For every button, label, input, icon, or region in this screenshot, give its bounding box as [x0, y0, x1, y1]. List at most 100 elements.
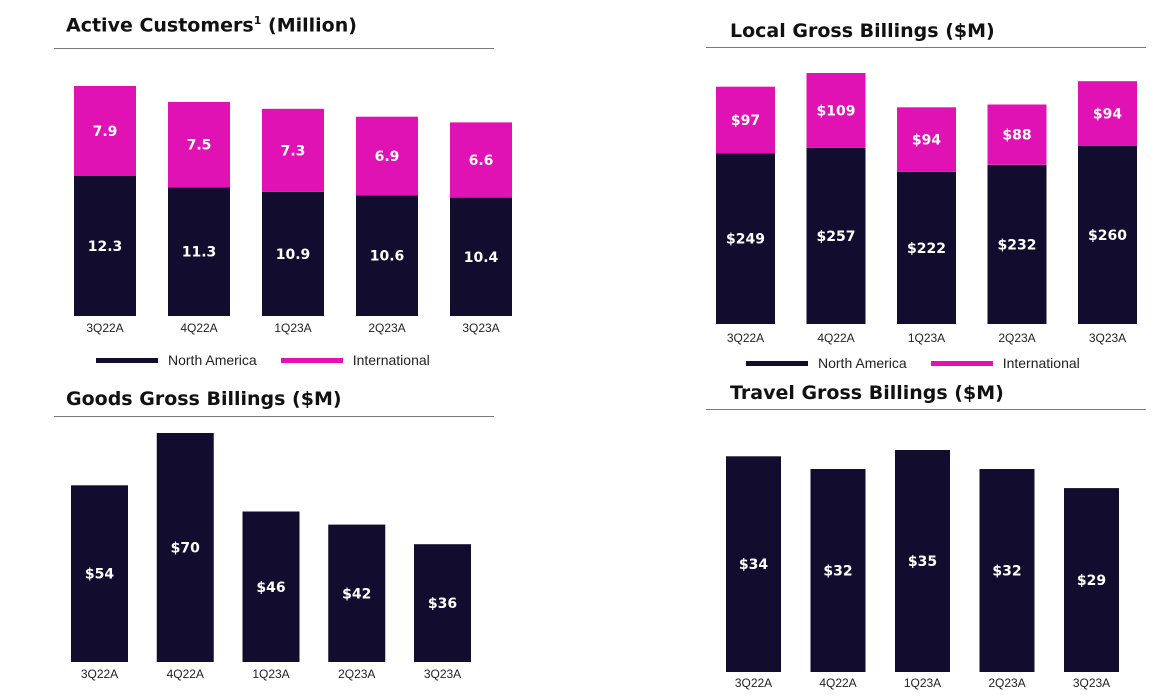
active-customers-title-text: Active Customers — [66, 14, 254, 37]
data-label: $34 — [739, 557, 768, 573]
bar — [979, 469, 1035, 672]
goods-gross-billings-title: Goods Gross Billings ($M) — [66, 388, 342, 410]
bar-segment-north-america — [262, 191, 324, 316]
bar-segment-north-america — [74, 176, 136, 316]
bar — [156, 433, 214, 662]
data-label: $29 — [1077, 573, 1106, 589]
bar — [810, 469, 866, 672]
bar-segment-international — [262, 108, 324, 192]
bar-segment-north-america — [1078, 145, 1137, 324]
legend-label-international: International — [352, 352, 430, 368]
data-label: $54 — [85, 567, 114, 583]
data-label: 6.9 — [375, 149, 400, 165]
x-tick-label: 2Q23A — [988, 676, 1025, 690]
bar-segment-international — [356, 116, 418, 196]
data-label: $36 — [428, 596, 457, 612]
active-customers-title-unit: (Million) — [261, 14, 357, 37]
data-label: $46 — [256, 580, 285, 596]
x-tick-label: 3Q23A — [1089, 331, 1126, 345]
x-tick-label: 3Q23A — [1073, 676, 1110, 690]
data-label: $257 — [817, 229, 856, 245]
x-tick-label: 3Q22A — [727, 331, 764, 345]
x-tick-label: 4Q22A — [167, 667, 204, 681]
active-customers-chart: 12.3 7.9 3Q22A 11.3 7.5 4Q22A 10.9 7.3 1Q23A 10.6… — [74, 86, 512, 335]
data-label: $94 — [1093, 107, 1122, 123]
x-tick-label: 2Q23A — [998, 331, 1035, 345]
legend-label-north-america: North America — [818, 355, 907, 371]
x-tick-label: 3Q22A — [81, 667, 118, 681]
data-label: $32 — [992, 564, 1021, 580]
bar-segment-international — [168, 101, 230, 188]
x-tick-label: 1Q23A — [252, 667, 289, 681]
data-label: $222 — [907, 241, 946, 257]
bar — [328, 524, 386, 662]
legend-swatch-north-america — [96, 357, 158, 363]
data-label: $260 — [1088, 228, 1127, 244]
x-tick-label: 3Q23A — [462, 321, 499, 335]
x-tick-label: 4Q22A — [180, 321, 217, 335]
data-label: 10.9 — [276, 247, 311, 263]
data-label: 7.3 — [281, 143, 306, 159]
data-label: $88 — [1002, 128, 1031, 144]
local-gross-billings-chart: $249 $97 3Q22A $257 $109 4Q22A $222 $94 1Q23A $23… — [716, 73, 1137, 345]
x-tick-label: 3Q23A — [424, 667, 461, 681]
bar-segment-north-america — [450, 197, 512, 316]
bar-segment-international — [450, 122, 512, 198]
bar — [726, 456, 781, 672]
x-tick-label: 4Q22A — [819, 676, 856, 690]
legend-swatch-north-america — [746, 360, 808, 366]
data-label: $249 — [726, 232, 765, 248]
bar-segment-international — [987, 104, 1047, 165]
local-gross-billings-legend: North America International — [746, 355, 1104, 371]
data-label: $97 — [731, 113, 760, 129]
x-tick-label: 1Q23A — [904, 676, 941, 690]
legend-swatch-international — [280, 357, 343, 363]
data-label: 7.5 — [187, 138, 212, 154]
bar-segment-north-america — [987, 164, 1047, 324]
data-label: 10.4 — [464, 250, 499, 266]
active-customers-title: Active Customers1 (Million) — [66, 14, 357, 36]
legend-item-international: International — [280, 352, 430, 368]
local-gross-billings-title: Local Gross Billings ($M) — [730, 20, 995, 42]
x-tick-label: 4Q22A — [817, 331, 854, 345]
bar-segment-north-america — [168, 187, 230, 316]
bar-segment-international — [806, 73, 866, 148]
data-label: 10.6 — [370, 249, 405, 265]
bar-segment-international — [897, 107, 956, 172]
bar — [1064, 488, 1119, 672]
legend-item-north-america: North America — [746, 355, 907, 371]
legend-item-international: International — [930, 355, 1080, 371]
data-label: 12.3 — [88, 239, 123, 255]
bar — [242, 511, 300, 662]
travel-gross-billings-divider — [706, 409, 1146, 410]
footnote-marker: 1 — [253, 14, 262, 27]
data-label: 6.6 — [469, 153, 494, 169]
bar-segment-north-america — [897, 171, 956, 324]
bar-segment-international — [1078, 81, 1137, 146]
data-label: $232 — [998, 237, 1037, 253]
data-label: 7.9 — [93, 124, 118, 140]
goods-gross-billings-chart: $54 3Q22A $70 4Q22A $46 1Q23A $42 2Q23A $36 3Q23A — [71, 433, 471, 681]
active-customers-divider — [54, 48, 494, 49]
legend-label-international: International — [1002, 355, 1080, 371]
legend-item-north-america: North America — [96, 352, 257, 368]
bar-segment-north-america — [716, 153, 775, 324]
bar — [895, 450, 950, 672]
local-gross-billings-divider — [706, 47, 1146, 48]
data-label: $42 — [342, 586, 371, 602]
bar — [414, 544, 471, 662]
goods-gross-billings-divider — [54, 416, 494, 417]
bar — [71, 485, 128, 662]
data-label: $32 — [823, 564, 852, 580]
x-tick-label: 2Q23A — [368, 321, 405, 335]
travel-gross-billings-chart: $34 3Q22A $32 4Q22A $35 1Q23A $32 2Q23A $29 3Q23A — [726, 450, 1119, 690]
legend-swatch-international — [930, 360, 993, 366]
x-tick-label: 1Q23A — [274, 321, 311, 335]
x-tick-label: 2Q23A — [338, 667, 375, 681]
x-tick-label: 3Q22A — [735, 676, 772, 690]
data-label: $70 — [171, 541, 200, 557]
bar-segment-international — [716, 86, 775, 154]
x-tick-label: 3Q22A — [86, 321, 123, 335]
legend-label-north-america: North America — [168, 352, 257, 368]
bar-segment-international — [74, 86, 136, 176]
